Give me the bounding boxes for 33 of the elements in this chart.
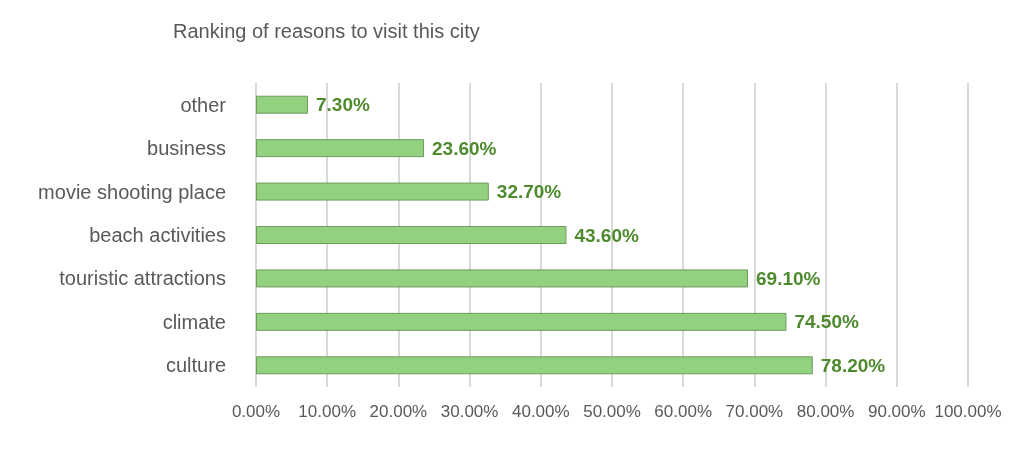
- x-tick-label: 40.00%: [511, 402, 570, 421]
- y-tick-label: movie shooting place: [38, 180, 226, 203]
- bar: [256, 226, 567, 244]
- x-tick-label: 20.00%: [369, 402, 428, 421]
- x-tick-label: 10.00%: [298, 402, 357, 421]
- x-tick-label: 80.00%: [796, 402, 855, 421]
- data-label: 78.20%: [820, 354, 886, 376]
- x-tick-label: 0.00%: [231, 402, 281, 421]
- data-label: 69.10%: [755, 267, 821, 289]
- x-tick-label: 30.00%: [440, 402, 499, 421]
- bar: [256, 139, 425, 158]
- chart-title: Ranking of reasons to visit this city: [173, 20, 480, 42]
- y-tick-label: business: [147, 137, 226, 160]
- data-label: 74.50%: [794, 311, 859, 333]
- x-tick-label: 60.00%: [654, 402, 713, 421]
- data-label: 32.70%: [496, 181, 562, 203]
- y-tick-label: other: [180, 93, 227, 116]
- x-tick-label: 100.00%: [934, 402, 1002, 421]
- bar: [256, 269, 748, 288]
- data-label: 43.60%: [574, 224, 639, 246]
- y-tick-label: culture: [165, 354, 226, 377]
- x-tick-label: 90.00%: [867, 402, 926, 421]
- bar: [256, 356, 813, 375]
- x-tick-label: 50.00%: [583, 402, 641, 421]
- x-tick-label: 70.00%: [725, 402, 784, 421]
- y-tick-label: touristic attractions: [59, 267, 226, 290]
- bar: [256, 95, 308, 114]
- y-tick-label: climate: [162, 310, 226, 333]
- bar: [256, 312, 787, 331]
- bar: [256, 182, 489, 201]
- data-label: 7.30%: [315, 94, 370, 116]
- data-label: 23.60%: [432, 137, 497, 159]
- y-tick-label: beach activities: [89, 224, 226, 246]
